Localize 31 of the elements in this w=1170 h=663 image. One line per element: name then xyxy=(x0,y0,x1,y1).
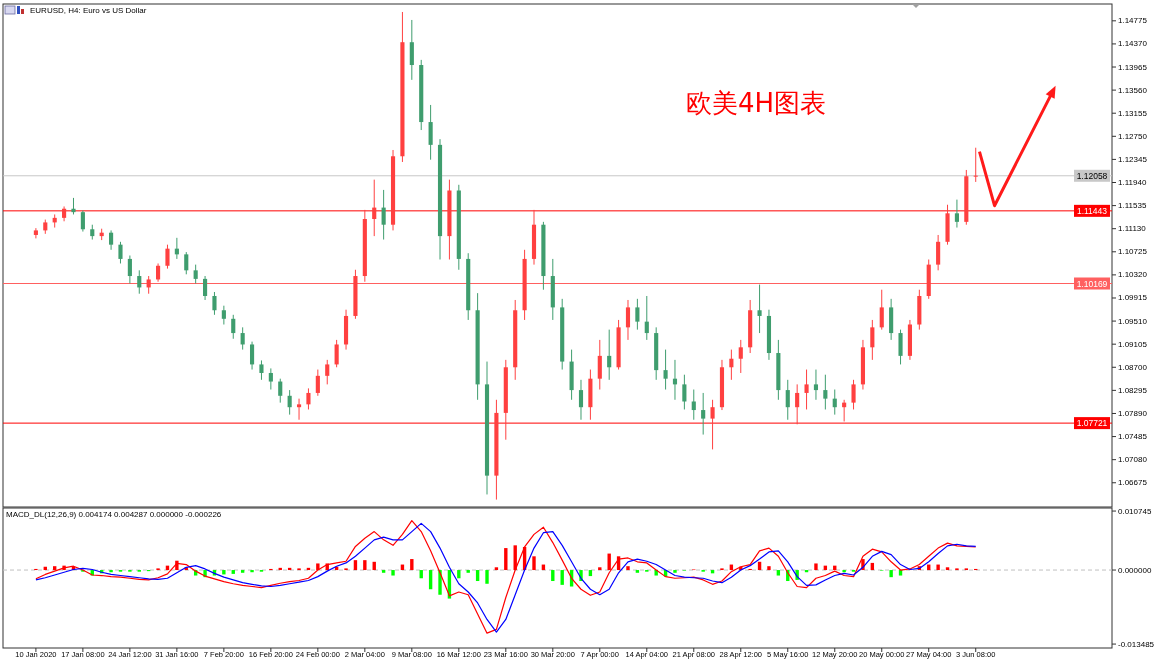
y-tick-label: 0.000000 xyxy=(1118,565,1152,575)
y-tick-label: 1.09105 xyxy=(1118,339,1148,349)
ref-line-label: 1.10169 xyxy=(1076,278,1108,289)
y-tick-label: 1.12345 xyxy=(1118,154,1148,164)
y-tick-label: 1.07080 xyxy=(1118,455,1148,465)
y-tick-label: 1.11130 xyxy=(1118,224,1147,234)
y-tick-label: 1.09915 xyxy=(1118,293,1148,303)
ref-line-label: 1.11443 xyxy=(1076,205,1108,216)
y-tick-label: 1.07485 xyxy=(1118,432,1148,442)
y-tick-label: 1.14775 xyxy=(1118,16,1148,26)
annotation: 欧美4H图表 xyxy=(686,88,827,118)
y-tick-label: 0.010745 xyxy=(1118,506,1152,516)
y-tick-label: -0.013485 xyxy=(1118,639,1155,649)
y-tick-label: 1.08295 xyxy=(1118,385,1148,395)
y-tick-label: 1.10320 xyxy=(1118,270,1148,280)
chart-title: EURUSD, H4: Euro vs US Dollar xyxy=(30,6,147,15)
y-tick-label: 1.13560 xyxy=(1118,85,1148,95)
y-tick-label: 1.11535 xyxy=(1118,201,1147,211)
ref-line-label: 1.07721 xyxy=(1076,418,1108,429)
y-tick-label: 1.09510 xyxy=(1118,316,1148,326)
chart-title: MACD_DL(12,26,9) 0.004174 0.004287 0.000000 -0.000226 xyxy=(6,510,222,519)
y-tick-label: 1.08700 xyxy=(1118,362,1148,372)
y-tick-label: 1.11940 xyxy=(1118,178,1147,187)
y-tick-label: 1.12750 xyxy=(1118,131,1148,141)
y-tick-label: 1.10725 xyxy=(1118,247,1148,257)
ref-line-label: 1.12058 xyxy=(1076,170,1108,181)
y-tick-label: 1.07890 xyxy=(1118,408,1148,418)
y-tick-label: 1.13965 xyxy=(1118,62,1148,72)
y-tick-label: 1.14370 xyxy=(1118,39,1148,49)
y-tick-label: 1.13155 xyxy=(1118,108,1148,118)
y-tick-label: 1.06675 xyxy=(1118,478,1148,488)
